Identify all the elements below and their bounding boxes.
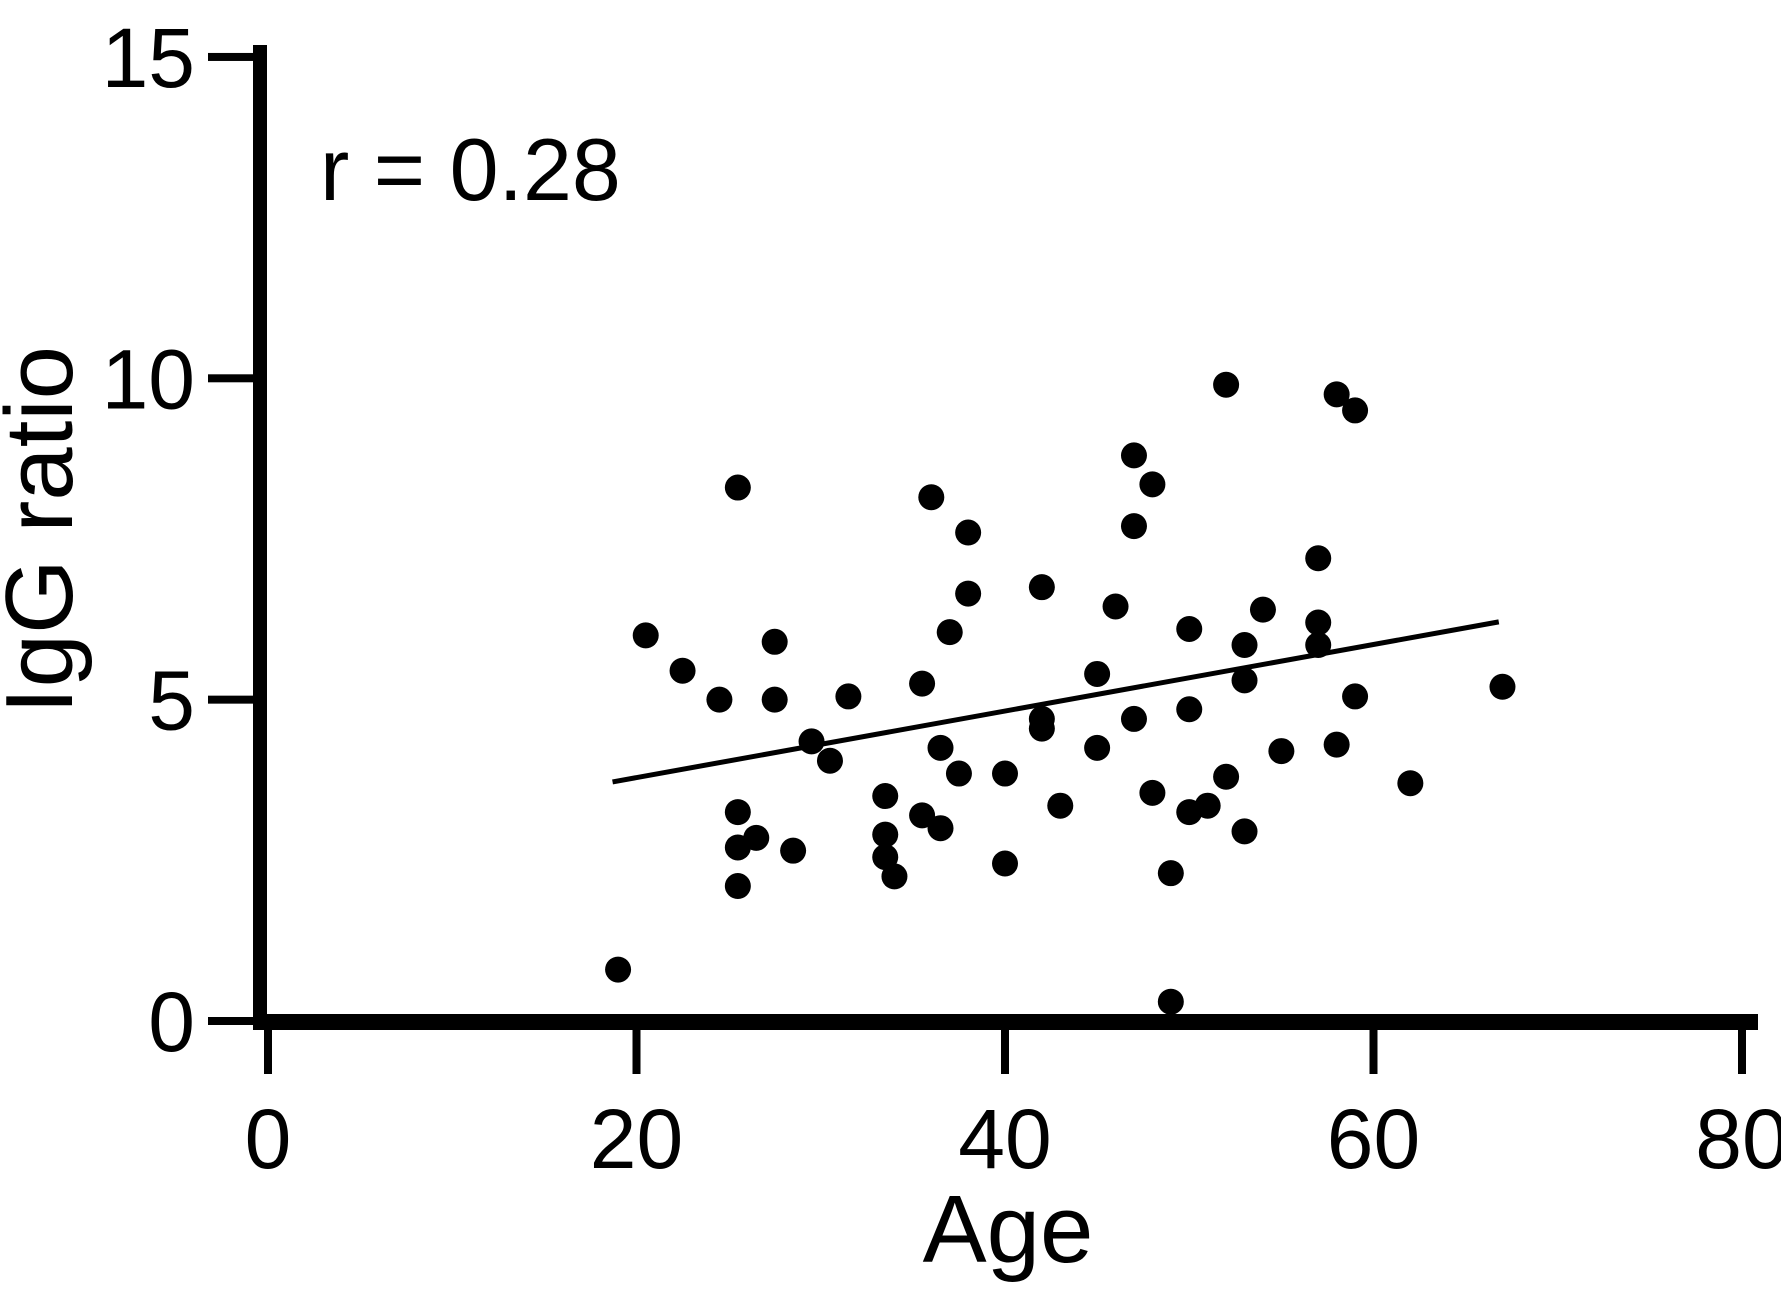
x-axis-spine bbox=[253, 1014, 1758, 1030]
data-point bbox=[927, 734, 954, 761]
y-tick-label: 5 bbox=[148, 654, 195, 748]
data-point bbox=[1176, 615, 1203, 642]
data-point bbox=[816, 747, 843, 774]
data-point bbox=[1231, 632, 1258, 659]
data-point bbox=[780, 837, 807, 864]
data-point bbox=[1028, 715, 1055, 742]
data-point bbox=[992, 760, 1018, 787]
y-tick bbox=[208, 695, 253, 704]
data-point bbox=[1268, 738, 1295, 765]
y-tick-label: 15 bbox=[102, 11, 195, 105]
data-points bbox=[605, 371, 1516, 1015]
data-point bbox=[955, 580, 982, 607]
y-tick bbox=[208, 1017, 253, 1025]
data-point bbox=[936, 619, 963, 646]
data-point bbox=[1213, 763, 1240, 790]
data-point bbox=[1231, 818, 1258, 845]
data-point bbox=[955, 519, 982, 546]
data-point bbox=[724, 474, 751, 501]
data-point bbox=[1323, 381, 1350, 408]
data-point bbox=[706, 686, 733, 713]
y-tick-label: 10 bbox=[102, 332, 195, 426]
data-point bbox=[1176, 696, 1203, 723]
x-tick-label: 40 bbox=[958, 1092, 1051, 1186]
data-point bbox=[1231, 667, 1258, 694]
data-point bbox=[1342, 397, 1369, 424]
data-point bbox=[909, 802, 936, 829]
data-point bbox=[1194, 792, 1221, 819]
data-point bbox=[1305, 545, 1332, 572]
data-point bbox=[1102, 593, 1129, 620]
x-tick-label: 80 bbox=[1695, 1092, 1781, 1186]
data-point bbox=[872, 844, 899, 871]
data-point bbox=[835, 683, 862, 710]
data-point bbox=[1213, 371, 1240, 398]
x-axis-tick-labels: 0 20 40 60 80 bbox=[245, 1092, 1781, 1186]
data-point bbox=[1139, 779, 1166, 806]
data-point bbox=[909, 670, 936, 697]
data-point bbox=[1157, 860, 1184, 887]
data-point bbox=[872, 821, 899, 848]
x-tick bbox=[632, 1030, 641, 1074]
data-point bbox=[1323, 731, 1350, 758]
data-point bbox=[1084, 660, 1111, 687]
data-point bbox=[1047, 792, 1074, 819]
correlation-annotation: r = 0.28 bbox=[320, 120, 621, 219]
data-point bbox=[1249, 596, 1276, 623]
data-point bbox=[1397, 770, 1424, 797]
data-point bbox=[872, 783, 899, 810]
x-tick bbox=[1369, 1030, 1378, 1074]
data-point bbox=[724, 873, 751, 900]
data-point bbox=[992, 850, 1018, 877]
x-axis-ticks bbox=[264, 1030, 1746, 1074]
data-point bbox=[1157, 988, 1184, 1015]
x-tick-label: 0 bbox=[245, 1092, 292, 1186]
data-point bbox=[927, 815, 954, 842]
data-point bbox=[1342, 683, 1369, 710]
x-tick-label: 60 bbox=[1327, 1092, 1420, 1186]
data-point bbox=[1305, 632, 1332, 659]
data-point bbox=[1120, 513, 1147, 540]
y-tick-label: 0 bbox=[148, 975, 195, 1069]
data-point bbox=[798, 728, 825, 755]
data-point bbox=[669, 657, 696, 684]
data-point bbox=[1084, 734, 1111, 761]
y-axis-ticks bbox=[208, 52, 253, 1025]
data-point bbox=[881, 863, 908, 890]
data-point bbox=[1489, 673, 1516, 700]
data-point bbox=[1139, 471, 1166, 498]
data-point bbox=[632, 622, 659, 649]
data-point bbox=[761, 628, 788, 655]
data-point bbox=[1028, 574, 1055, 601]
x-tick bbox=[1738, 1030, 1746, 1074]
y-tick bbox=[208, 52, 253, 61]
data-point bbox=[605, 956, 632, 983]
data-point bbox=[945, 760, 972, 787]
x-tick bbox=[264, 1030, 272, 1074]
y-axis-spine bbox=[253, 45, 267, 1030]
x-tick bbox=[1001, 1030, 1009, 1074]
data-point bbox=[724, 799, 751, 826]
x-axis-title: Age bbox=[923, 1176, 1094, 1283]
data-point bbox=[918, 484, 945, 511]
data-point bbox=[743, 824, 770, 851]
x-tick-label: 20 bbox=[590, 1092, 683, 1186]
data-point bbox=[1120, 442, 1147, 469]
data-point bbox=[1305, 609, 1332, 636]
data-point bbox=[761, 686, 788, 713]
y-tick bbox=[208, 374, 253, 383]
data-point bbox=[1120, 705, 1147, 732]
trend-line bbox=[612, 619, 1500, 785]
y-axis-tick-labels: 0 5 10 15 bbox=[102, 11, 195, 1069]
y-axis-title: IgG ratio bbox=[0, 346, 93, 714]
